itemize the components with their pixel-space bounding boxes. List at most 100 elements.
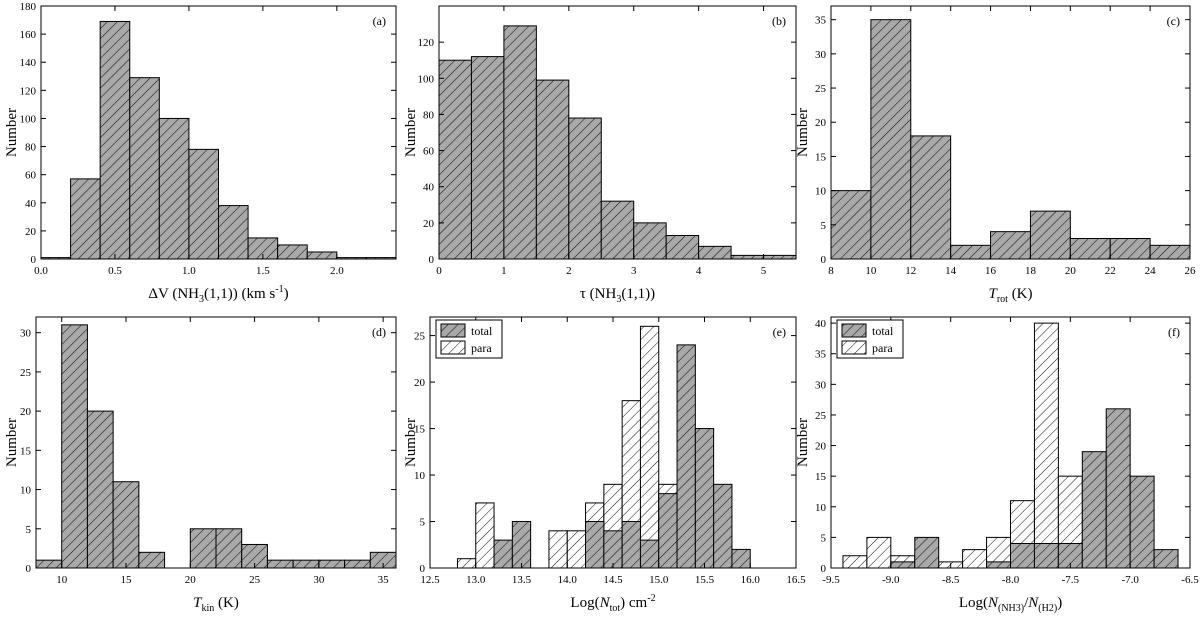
bar-e-total-2 [493,539,513,569]
x-tick-label-e-6: 15.5 [695,574,715,586]
x-axis-title-part: 3 [616,294,621,305]
y-tick-label-a-8: 160 [20,29,37,41]
x-tick-label-f-4: -7.5 [1062,574,1080,586]
bar-d-count-3 [112,481,140,569]
y-tick-label-b-4: 80 [423,109,435,121]
bar-d-count-4 [138,551,166,569]
bar-f-para-1 [866,536,892,569]
bar-b-count-1 [470,56,505,260]
x-axis-title-part: (K) [1008,286,1033,302]
bar-c-count-6 [1069,237,1111,260]
y-tick-label-a-5: 100 [20,113,37,125]
bar-c-count-5 [1029,210,1071,260]
x-tick-label-f-2: -8.5 [942,574,960,586]
x-tick-label-d-2: 20 [185,574,197,586]
bar-c-count-0 [830,190,872,260]
bar-b-count-7 [665,235,700,260]
x-tick-label-d-5: 35 [378,574,390,586]
bar-d-count-7 [215,528,243,569]
bar-d-count-2 [86,410,114,569]
y-tick-label-a-2: 40 [25,198,37,210]
legend-f: total para [836,319,904,359]
bar-d-count-10 [292,559,320,569]
bar-e-para-1 [475,502,495,569]
y-tick-label-c-1: 5 [821,220,827,232]
y-tick-label-f-8: 40 [815,318,827,330]
panel-c: 8 10 12 14 16 18 20 22 24 26 0 5 10 15 20 25 30 35 (c) Numb… [795,5,1196,305]
panel-d: 10 15 20 25 30 35 0 5 10 15 20 25 30 (d) Number Tkin (K… [4,316,397,614]
panel-label-f: (f) [1168,325,1180,339]
y-tick-label-d-1: 5 [26,524,32,536]
bar-f-para-5 [962,549,988,569]
x-axis-title-part: ) cm [620,595,647,611]
y-tick-label-f-2: 10 [815,502,827,514]
y-tick-label-b-2: 40 [423,182,435,194]
x-axis-title-part: ) [1057,595,1062,611]
x-axis-title-part: / [1024,595,1029,611]
x-tick-label-d-4: 30 [313,574,325,586]
bar-e-total-8 [603,530,623,569]
bar-f-total-10 [1081,451,1107,569]
bar-b-count-8 [698,245,732,260]
x-tick-label-b-1: 1 [501,265,507,277]
legend-e: total para [435,319,503,359]
y-tick-label-a-4: 80 [25,142,37,154]
legend-label-f-para: para [872,341,893,355]
panel-label-d: (d) [372,325,386,339]
legend-swatch-e-total [440,323,466,338]
bar-b-count-2 [503,25,537,260]
plot-frame-a [40,5,397,260]
x-axis-title-part: N [1027,595,1039,611]
bar-b-count-4 [568,117,602,260]
y-tick-label-d-5: 25 [20,367,32,379]
bar-b-count-3 [535,79,570,260]
y-tick-label-c-0: 0 [821,254,827,266]
panel-a: 0.0 0.5 1.0 1.5 2.0 0 20 40 60 80 100 120 140 160 180 (… [4,1,397,305]
x-axis-title-part: (H2) [1038,603,1057,614]
bar-e-para-0 [456,558,477,569]
bar-f-total-8 [1033,543,1059,569]
x-axis-title-part: Log( [959,595,988,611]
y-tick-label-e-0: 0 [420,563,426,575]
y-tick-label-a-6: 120 [20,85,37,97]
bar-d-count-1 [61,324,88,569]
y-tick-label-d-2: 10 [20,485,32,497]
y-tick-label-a-3: 60 [25,170,37,182]
y-tick-label-b-3: 60 [423,146,435,158]
bar-c-count-1 [870,19,912,260]
y-tick-label-f-4: 20 [815,441,827,453]
x-tick-label-d-1: 15 [121,574,133,586]
x-tick-label-a-0: 0.0 [34,265,48,277]
x-axis-title-c: Trot (K) [988,286,1032,305]
bar-b-count-9 [730,254,765,260]
x-tick-label-e-4: 14.5 [603,574,623,586]
bar-d-count-11 [318,559,346,569]
y-tick-label-d-3: 15 [20,445,32,457]
plot-frame-b [438,5,797,260]
bar-d-count-9 [266,559,294,569]
bar-e-para-10 [639,325,660,569]
x-tick-label-b-2: 2 [566,265,572,277]
x-axis-title-d: Tkin (K) [193,595,239,614]
plot-frame-c [830,5,1191,260]
bar-e-total-12 [676,344,696,569]
bar-e-total-14 [713,483,733,569]
y-tick-label-a-7: 140 [20,57,37,69]
y-tick-label-f-3: 15 [815,471,827,483]
y-axis-title-f: Number [795,418,811,467]
y-tick-label-f-7: 35 [815,349,827,361]
x-tick-label-c-1: 10 [865,265,877,277]
y-tick-label-f-6: 30 [815,379,827,391]
y-tick-label-f-5: 25 [815,410,827,422]
y-tick-label-b-5: 100 [418,73,435,85]
bar-d-count-6 [189,528,217,569]
x-tick-label-d-0: 10 [56,574,68,586]
x-tick-label-a-1: 0.5 [108,265,122,277]
x-axis-title-part: -2 [647,593,655,604]
y-tick-label-d-6: 30 [20,328,32,340]
plot-frame-d [35,316,397,569]
x-tick-label-b-4: 4 [696,265,702,277]
x-tick-label-e-3: 14.0 [558,574,578,586]
